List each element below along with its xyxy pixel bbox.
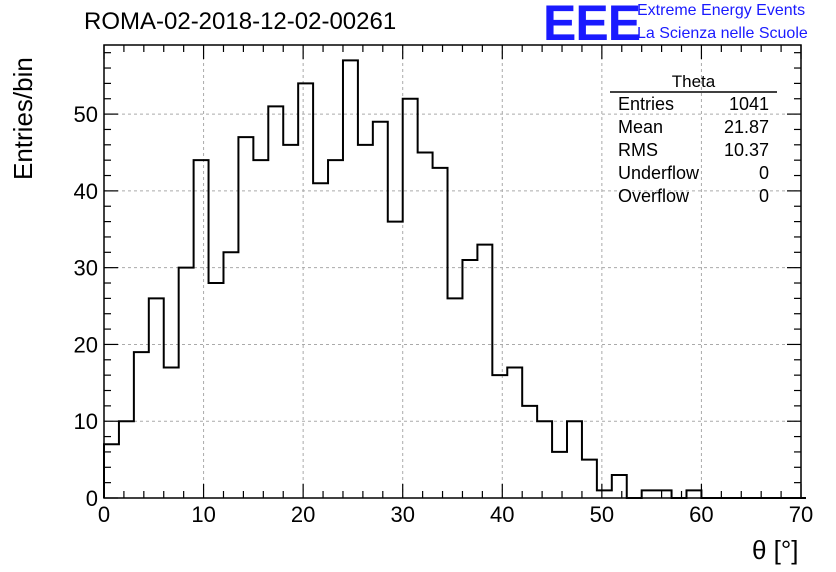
y-tick-label: 0 bbox=[86, 486, 98, 511]
stats-value: 0 bbox=[759, 186, 769, 206]
x-tick-label: 0 bbox=[98, 502, 110, 527]
y-tick-label: 40 bbox=[74, 179, 98, 204]
stats-value: 10.37 bbox=[724, 140, 769, 160]
logo-line-2: La Scienza nelle Scuole bbox=[637, 25, 808, 42]
x-tick-label: 30 bbox=[390, 502, 414, 527]
chart-title: ROMA-02-2018-12-02-00261 bbox=[84, 8, 397, 35]
stats-label: Underflow bbox=[618, 163, 700, 183]
stats-label: RMS bbox=[618, 140, 658, 160]
eee-logo: EEE bbox=[543, 0, 641, 51]
logo-line-1: Extreme Energy Events bbox=[637, 2, 806, 19]
stats-title: Theta bbox=[672, 72, 716, 91]
x-tick-label: 70 bbox=[789, 502, 813, 527]
stats-label: Mean bbox=[618, 117, 663, 137]
x-tick-label: 10 bbox=[191, 502, 215, 527]
x-tick-label: 20 bbox=[291, 502, 315, 527]
grid-lines bbox=[104, 45, 801, 498]
stats-label: Entries bbox=[618, 94, 674, 114]
stats-label: Overflow bbox=[618, 186, 690, 206]
x-tick-label: 40 bbox=[490, 502, 514, 527]
x-tick-label: 60 bbox=[689, 502, 713, 527]
stats-value: 21.87 bbox=[724, 117, 769, 137]
stats-box: Theta Entries 1041 Mean 21.87 RMS 10.37 Underfl… bbox=[610, 72, 777, 206]
y-tick-label: 30 bbox=[74, 256, 98, 281]
plot-frame bbox=[103, 44, 802, 499]
x-axis-label: θ [°] bbox=[752, 535, 799, 565]
axis-ticks bbox=[103, 45, 802, 499]
y-tick-label: 10 bbox=[74, 409, 98, 434]
stats-value: 0 bbox=[759, 163, 769, 183]
histogram-outline bbox=[103, 59, 806, 499]
y-tick-label: 20 bbox=[74, 332, 98, 357]
x-tick-label: 50 bbox=[590, 502, 614, 527]
stats-value: 1041 bbox=[729, 94, 769, 114]
y-tick-label: 50 bbox=[74, 102, 98, 127]
tick-labels: 0 10 20 30 40 50 60 70 0 10 20 30 40 50 bbox=[74, 102, 814, 527]
